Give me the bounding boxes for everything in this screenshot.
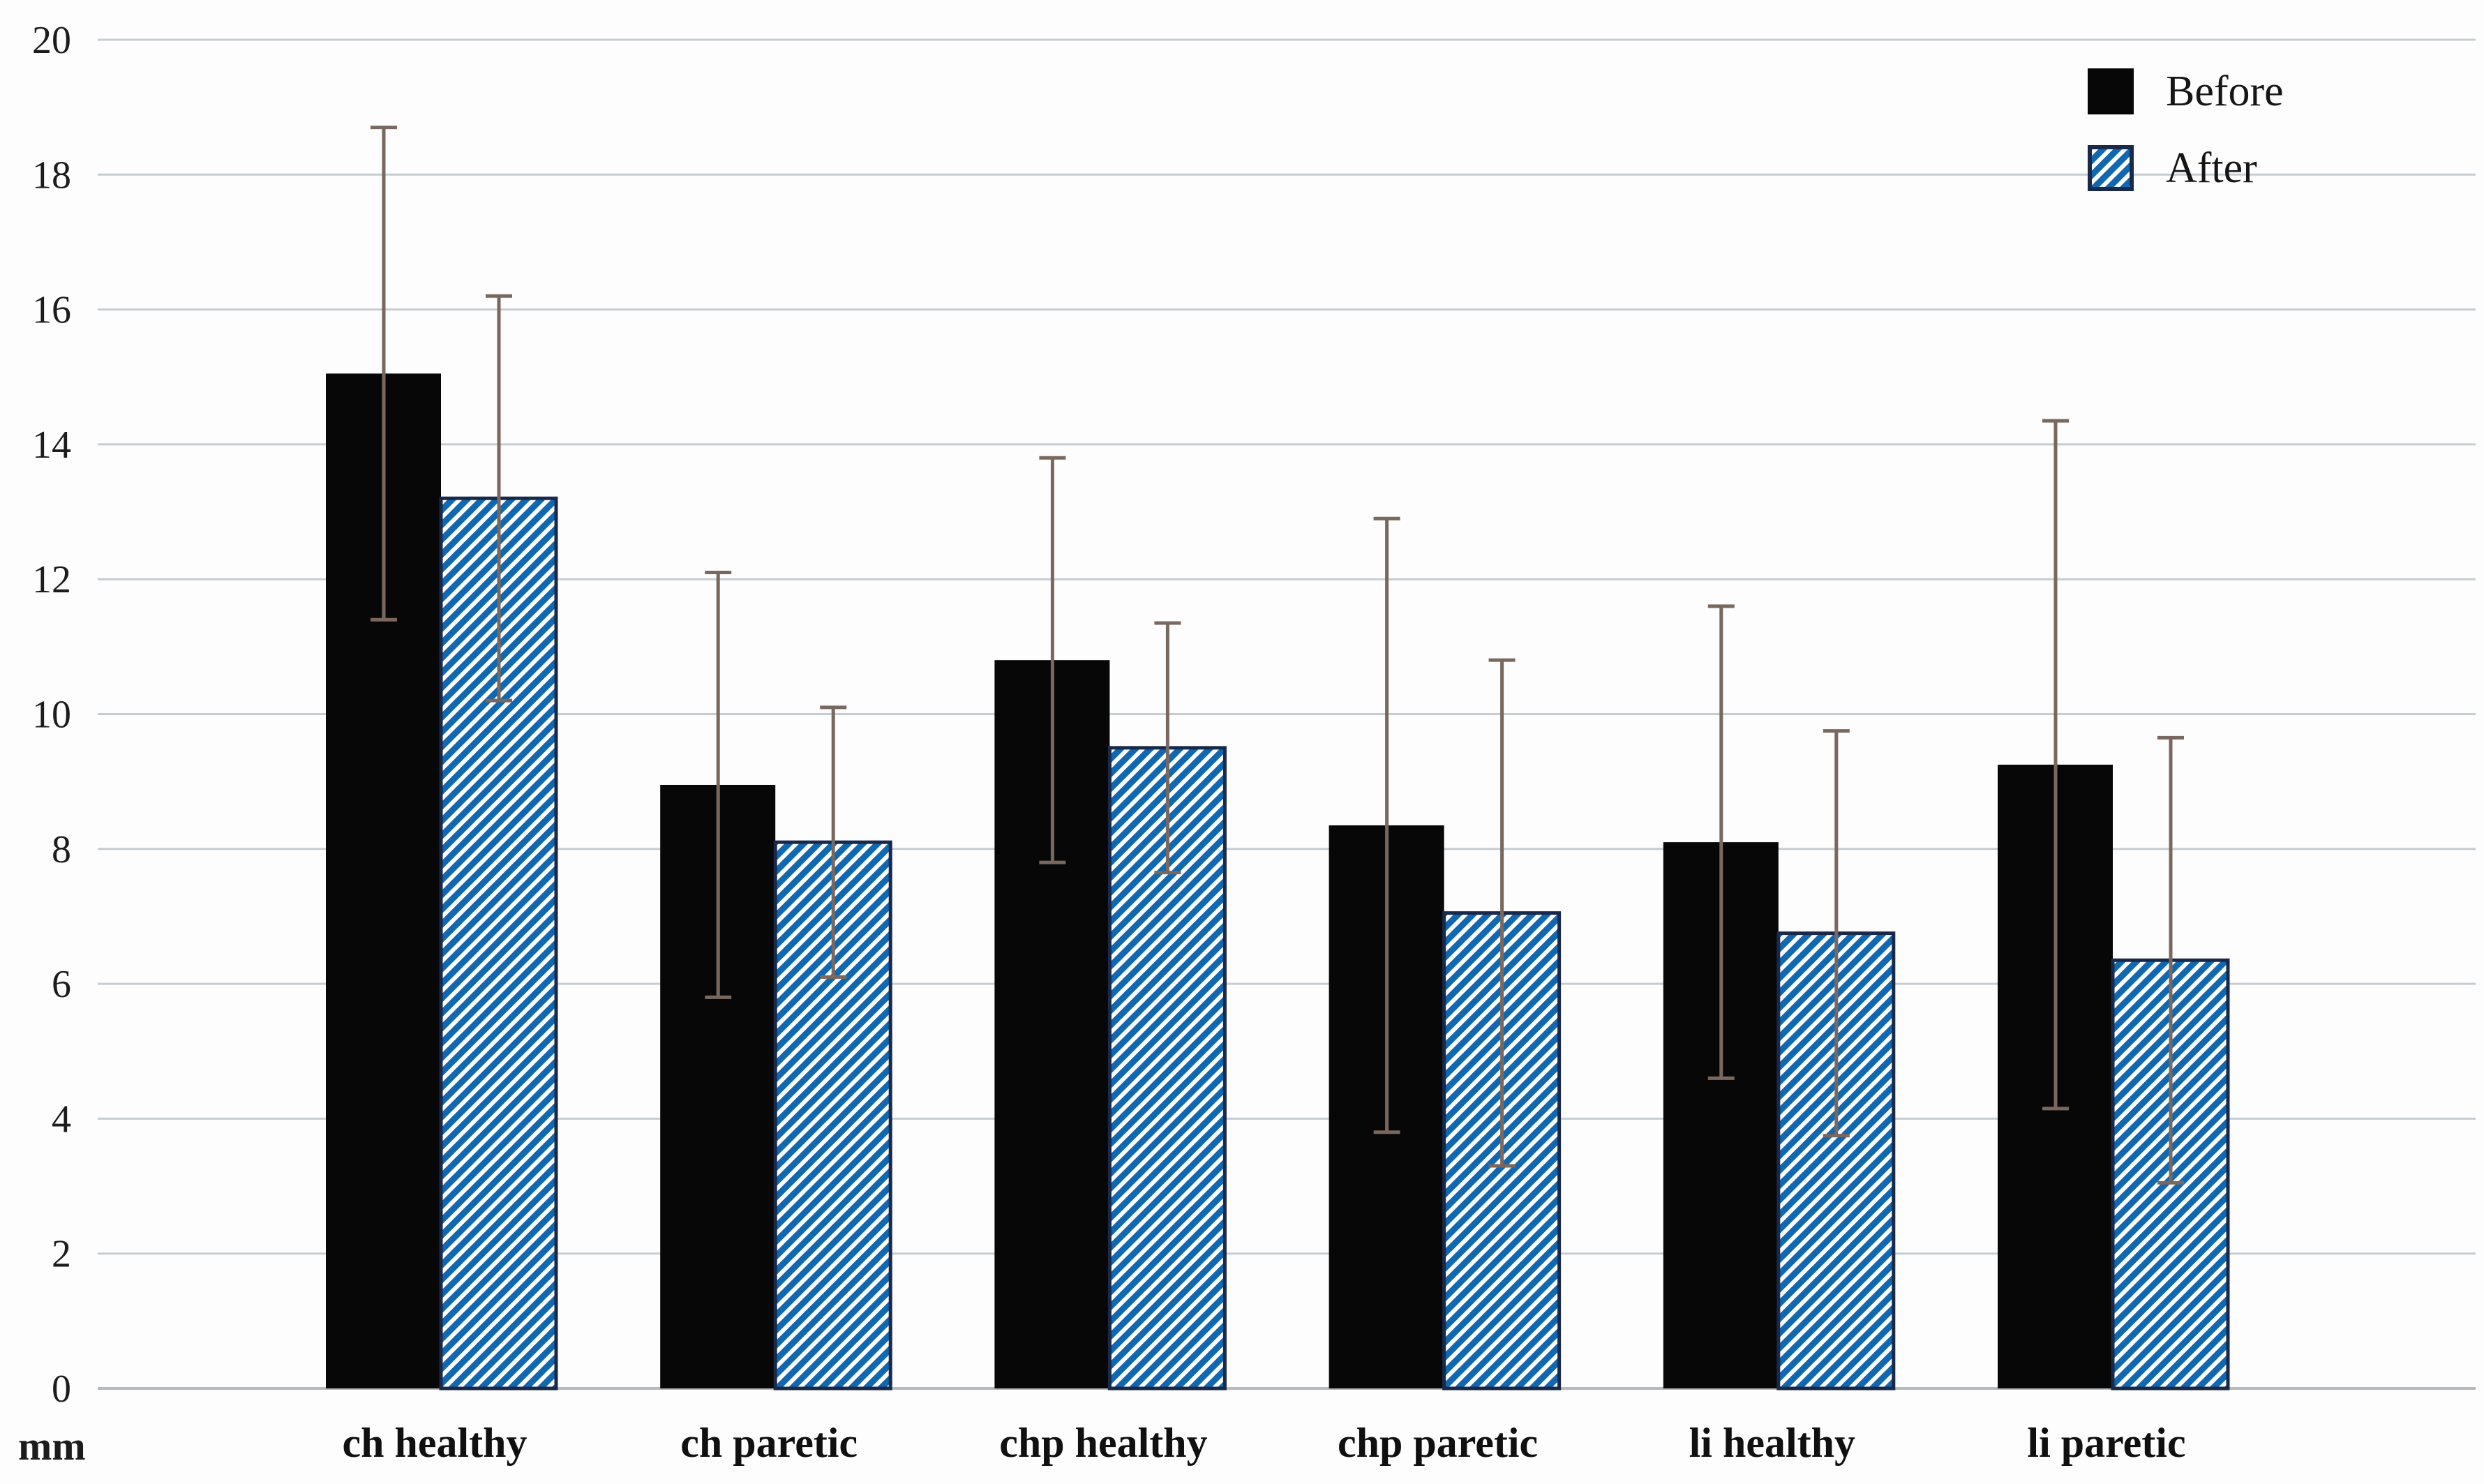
legend-label-before: Before (2166, 68, 2284, 115)
x-category-label-1: ch healthy (342, 1420, 527, 1466)
y-axis-unit-label: mm (18, 1423, 86, 1469)
y-tick-label: 4 (52, 1097, 71, 1141)
x-category-label-4: chp paretic (1338, 1420, 1538, 1466)
error-bar-before-5 (1707, 604, 1735, 1080)
error-bar-after-1 (486, 294, 512, 703)
legend-item-before: Before (2088, 68, 2284, 114)
y-tick-label: 18 (32, 153, 71, 197)
error-bar-after-6 (2157, 735, 2184, 1185)
error-bar-before-3 (1039, 456, 1066, 864)
legend-swatch-before-icon (2088, 68, 2134, 114)
error-bar-before-2 (705, 571, 732, 999)
error-bar-before-1 (371, 126, 397, 622)
y-tick-label: 12 (32, 558, 71, 601)
x-category-label-3: chp healthy (999, 1420, 1207, 1466)
y-tick-label: 0 (52, 1367, 71, 1411)
legend-after-hatch-swatch (2088, 145, 2134, 191)
error-bar-before-4 (1373, 516, 1400, 1134)
error-bar-after-3 (1154, 621, 1181, 875)
error-bar-after-5 (1823, 729, 1850, 1138)
y-tick-label: 14 (32, 424, 71, 467)
legend-item-after: After (2088, 145, 2284, 191)
error-bar-after-4 (1488, 658, 1516, 1168)
legend: Before After (2088, 68, 2284, 222)
y-tick-label: 16 (32, 289, 71, 332)
y-tick-label: 8 (52, 828, 71, 871)
x-category-label-6: li paretic (2027, 1420, 2185, 1466)
x-category-label-5: li healthy (1689, 1420, 1855, 1466)
legend-label-after: After (2166, 144, 2257, 192)
y-tick-label: 20 (32, 19, 71, 62)
error-bar-after-2 (820, 705, 847, 979)
y-tick-label: 10 (32, 694, 71, 737)
x-category-label-2: ch paretic (680, 1420, 858, 1466)
legend-swatch-after-icon (2088, 145, 2134, 191)
error-bar-before-6 (2042, 419, 2069, 1111)
y-tick-label: 6 (52, 963, 71, 1006)
y-tick-label: 2 (52, 1233, 71, 1276)
